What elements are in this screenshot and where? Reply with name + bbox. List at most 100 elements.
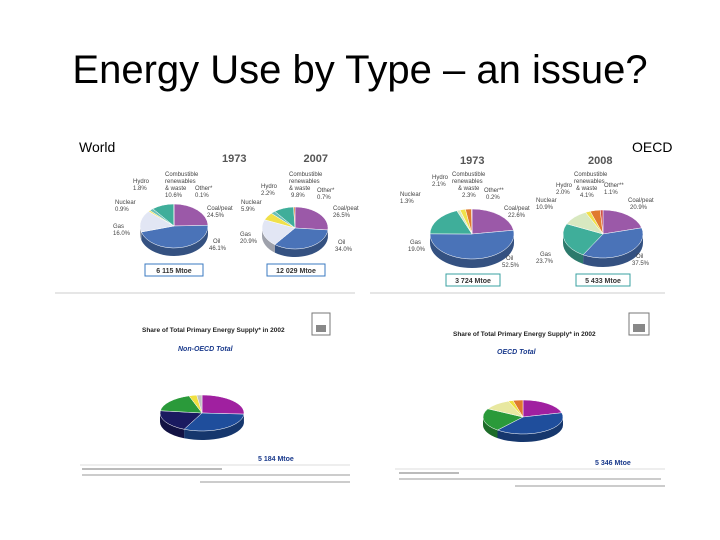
svg-text:2.2%: 2.2% — [261, 191, 275, 197]
pie-slice-side — [262, 228, 275, 253]
svg-text:Gas: Gas — [240, 232, 251, 238]
svg-text:34.0%: 34.0% — [335, 247, 353, 253]
pie-slice-combustible-renewables — [160, 395, 203, 414]
svg-text:10.6%: 10.6% — [165, 193, 183, 199]
pie-slice-coal — [522, 399, 563, 418]
oecd-2008-callouts: Combustible renewables & waste 4.1% Hydr… — [536, 172, 654, 267]
svg-text:Coal/peat: Coal/peat — [628, 198, 654, 204]
pie-slice-gas — [482, 408, 524, 431]
svg-text:19.0%: 19.0% — [408, 247, 426, 253]
svg-text:0.1%: 0.1% — [195, 193, 209, 199]
svg-text:23.7%: 23.7% — [536, 259, 554, 265]
svg-text:Hydro: Hydro — [261, 184, 278, 190]
oecd-2002-pie — [482, 399, 564, 442]
pie-slice-oil — [140, 225, 209, 249]
svg-text:52.5%: 52.5% — [502, 263, 520, 269]
pie-slice-coal-peat — [471, 208, 514, 235]
svg-text:Nuclear: Nuclear — [536, 198, 557, 204]
svg-text:1.3%: 1.3% — [400, 199, 414, 205]
svg-text:Nuclear: Nuclear — [241, 200, 262, 206]
world-2007-pie — [261, 206, 329, 257]
svg-text:Combustible: Combustible — [289, 172, 323, 178]
world-2007-year: 2007 — [304, 153, 328, 165]
oecd-2002-subtitle: OECD Total — [497, 349, 537, 356]
svg-text:Other**: Other** — [484, 188, 504, 194]
svg-text:& waste: & waste — [576, 186, 598, 192]
pie-slice-coal — [201, 394, 245, 415]
svg-text:1.1%: 1.1% — [604, 190, 618, 196]
pie-slice-oil — [496, 412, 564, 435]
svg-text:9.8%: 9.8% — [291, 193, 305, 199]
pie-slice-gas — [562, 223, 604, 256]
svg-text:46.1%: 46.1% — [209, 246, 227, 252]
oecd-2008-year: 2008 — [588, 155, 612, 167]
non-oecd-2002-subtitle: Non-OECD Total — [178, 346, 234, 353]
world-1973-callouts: Combustible renewables & waste 10.6% Hyd… — [113, 172, 233, 252]
pie-slice-oil — [582, 227, 644, 259]
world-2007-callouts: Combustible renewables & waste 9.8% Hydr… — [240, 172, 359, 253]
non-oecd-2002-total: 5 184 Mtoe — [258, 456, 294, 463]
svg-text:Coal/peat: Coal/peat — [333, 206, 359, 212]
svg-text:0.7%: 0.7% — [317, 195, 331, 201]
pie-slice-oil — [183, 412, 245, 432]
oecd-1973-total: 3 724 Mtoe — [455, 278, 491, 285]
svg-text:2.0%: 2.0% — [556, 190, 570, 196]
svg-text:Oil: Oil — [338, 240, 345, 246]
pie-slice-gas — [429, 210, 473, 235]
pie-slice-side — [274, 229, 328, 257]
svg-text:Oil: Oil — [636, 254, 643, 260]
svg-text:& waste: & waste — [165, 186, 187, 192]
svg-text:20.9%: 20.9% — [630, 205, 648, 211]
svg-text:Other*: Other* — [195, 186, 213, 192]
pie-slice-coal-peat — [294, 206, 329, 231]
oecd-2002-panel: Share of Total Primary Energy Supply* in… — [395, 312, 665, 487]
svg-text:Hydro: Hydro — [133, 179, 150, 185]
oecd-2002-title: Share of Total Primary Energy Supply* in… — [453, 331, 596, 338]
svg-text:22.6%: 22.6% — [508, 213, 526, 219]
svg-text:0.9%: 0.9% — [115, 207, 129, 213]
pie-slice-oil — [429, 229, 515, 260]
svg-text:24.5%: 24.5% — [207, 213, 225, 219]
svg-text:Gas: Gas — [540, 252, 551, 258]
svg-text:Gas: Gas — [410, 240, 421, 246]
svg-text:Combustible: Combustible — [165, 172, 199, 178]
pie-slice-coal-peat — [173, 203, 209, 227]
non-oecd-2002-panel: Share of Total Primary Energy Supply* in… — [80, 312, 350, 483]
svg-text:4.1%: 4.1% — [580, 193, 594, 199]
world-1973-pie — [139, 203, 209, 256]
oecd-label: OECD — [632, 139, 673, 155]
oecd-1973-pie — [429, 208, 515, 268]
svg-text:37.5%: 37.5% — [632, 261, 650, 267]
svg-text:renewables: renewables — [289, 179, 320, 185]
svg-text:Gas: Gas — [113, 224, 124, 230]
pie-slice-side — [563, 234, 584, 264]
svg-text:Other**: Other** — [604, 183, 624, 189]
world-1973-total: 6 115 Mtoe — [156, 268, 192, 275]
world-label: World — [79, 139, 116, 155]
pie-slice-gas — [159, 410, 203, 430]
svg-text:Hydro: Hydro — [432, 175, 449, 181]
svg-text:renewables: renewables — [452, 179, 483, 185]
svg-text:Oil: Oil — [213, 239, 220, 245]
svg-text:Coal/peat: Coal/peat — [207, 206, 233, 212]
svg-text:2.1%: 2.1% — [432, 182, 446, 188]
svg-text:renewables: renewables — [574, 179, 605, 185]
world-pies-panel: 1973 2007 Combustible renewables & waste… — [55, 153, 359, 294]
pie-slice-side — [430, 234, 514, 268]
pie-slice-side — [141, 226, 208, 256]
pie-slice-combustible-renewables — [512, 399, 524, 418]
world-2007-total: 12 029 Mtoe — [276, 268, 316, 275]
svg-text:Combustible: Combustible — [452, 172, 486, 178]
world-1973-year: 1973 — [222, 153, 246, 165]
svg-text:Hydro: Hydro — [556, 183, 573, 189]
oecd-1973-year: 1973 — [460, 155, 484, 167]
svg-text:26.5%: 26.5% — [333, 213, 351, 219]
svg-text:20.9%: 20.9% — [240, 239, 258, 245]
svg-text:1.8%: 1.8% — [133, 186, 147, 192]
pie-slice-other- — [293, 206, 296, 229]
slide-title: Energy Use by Type – an issue? — [72, 48, 648, 92]
oecd-1973-callouts: Combustible renewables & waste 2.3% Hydr… — [400, 172, 530, 269]
pie-slice-side — [497, 417, 563, 442]
pie-slice-side — [483, 417, 498, 439]
svg-text:Nuclear: Nuclear — [115, 200, 136, 206]
